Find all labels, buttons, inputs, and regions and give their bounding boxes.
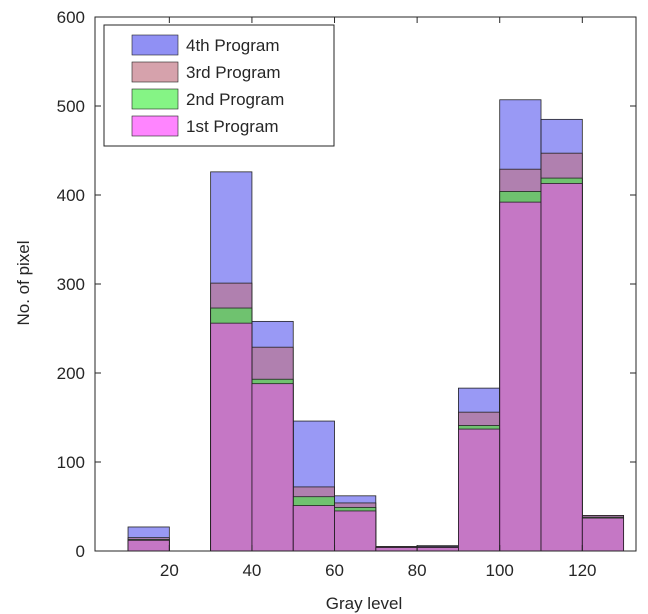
legend-label-4th-program: 4th Program (186, 36, 280, 55)
x-tick-label-40: 40 (242, 561, 261, 580)
bar-1st-program-4 (292, 505, 335, 552)
x-tick-label-100: 100 (486, 561, 514, 580)
y-tick-label-500: 500 (57, 97, 85, 116)
y-tick-label-0: 0 (76, 542, 85, 561)
x-tick-label-60: 60 (325, 561, 344, 580)
bar-1st-program-3 (251, 383, 294, 552)
legend-swatch-1st-program (131, 115, 179, 137)
legend-label-2nd-program: 2nd Program (186, 90, 284, 109)
bar-1st-program-2 (210, 322, 253, 552)
y-axis-label: No. of pixel (14, 240, 33, 325)
tick-labels-layer: 20 40 60 80 100 120 0 100 200 300 400 500 600 (57, 8, 597, 580)
legend-swatch-3rd-program (131, 61, 179, 83)
y-tick-label-100: 100 (57, 453, 85, 472)
legend-label-3rd-program: 3rd Program (186, 63, 280, 82)
bar-1st-program-0 (127, 539, 170, 552)
x-tick-label-120: 120 (568, 561, 596, 580)
bar-1st-program-6 (375, 547, 418, 552)
legend-swatch-4th-program (131, 34, 179, 56)
x-axis-label: Gray level (326, 594, 403, 613)
bar-1st-program-8 (458, 428, 501, 552)
bar-1st-program-9 (499, 201, 542, 552)
x-tick-label-80: 80 (408, 561, 427, 580)
bar-1st-program-10 (540, 183, 583, 552)
legend: 4th Program 3rd Program 2nd Program 1st Pro… (103, 24, 335, 147)
bars-layer (127, 99, 625, 552)
x-tick-label-20: 20 (160, 561, 179, 580)
legend-swatch-2nd-program (131, 88, 179, 110)
bar-1st-program-11 (581, 517, 625, 552)
y-tick-label-400: 400 (57, 186, 85, 205)
axes-layer (94, 16, 637, 552)
bar-1st-program-7 (416, 547, 459, 552)
y-tick-label-600: 600 (57, 8, 85, 27)
legend-label-1st-program: 1st Program (186, 117, 279, 136)
y-tick-label-300: 300 (57, 275, 85, 294)
bar-1st-program-5 (334, 510, 377, 552)
y-tick-label-200: 200 (57, 364, 85, 383)
